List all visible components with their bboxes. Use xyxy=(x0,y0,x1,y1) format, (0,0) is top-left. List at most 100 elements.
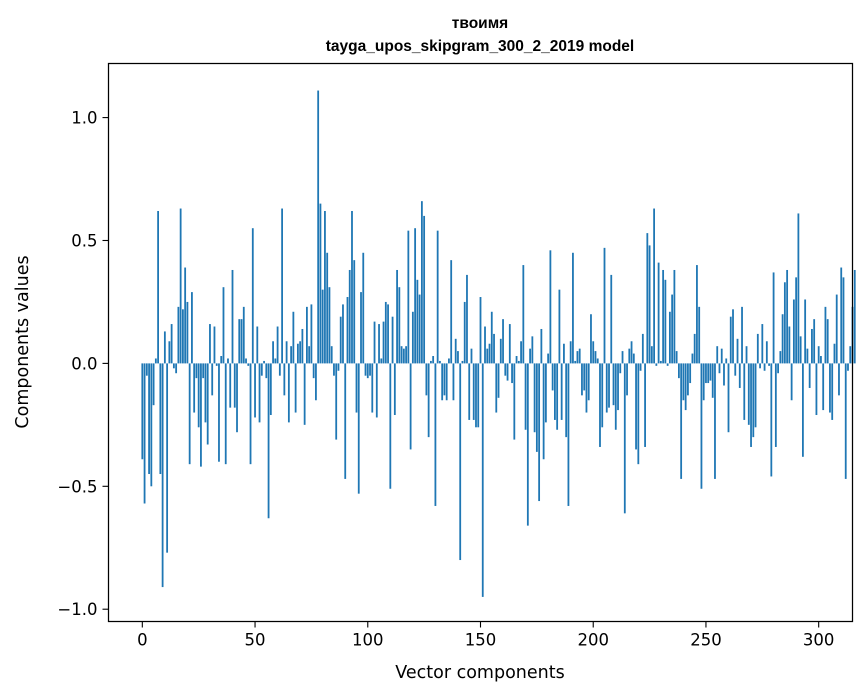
bar xyxy=(195,363,198,379)
bar xyxy=(493,333,495,364)
bar xyxy=(168,341,171,364)
bar xyxy=(227,358,229,364)
bar xyxy=(170,324,173,364)
bar xyxy=(813,319,816,364)
bar xyxy=(759,363,761,369)
bar xyxy=(326,252,329,364)
bar xyxy=(497,363,500,398)
bar xyxy=(484,326,486,364)
bar xyxy=(240,319,243,364)
bar xyxy=(430,360,432,364)
bar xyxy=(727,363,730,433)
bar xyxy=(416,279,419,364)
bar xyxy=(723,363,725,386)
bar xyxy=(838,363,840,396)
bar xyxy=(637,363,640,465)
bar xyxy=(335,363,338,440)
bar xyxy=(402,348,405,364)
bar xyxy=(486,348,489,364)
y-tick-label: 0.5 xyxy=(71,231,97,250)
bar xyxy=(450,260,453,364)
bar xyxy=(337,363,340,371)
bar xyxy=(533,363,536,433)
bar xyxy=(184,267,187,364)
bar xyxy=(603,247,606,364)
bar xyxy=(506,363,509,381)
bar xyxy=(632,353,635,364)
bar xyxy=(844,363,847,479)
bar xyxy=(833,343,836,364)
bar xyxy=(619,363,622,374)
x-tick-label: 0 xyxy=(137,631,148,650)
bar xyxy=(380,358,383,364)
bar xyxy=(556,363,559,430)
x-tick-label: 200 xyxy=(577,631,609,650)
x-tick-label: 250 xyxy=(690,631,722,650)
bar xyxy=(143,363,146,504)
bar xyxy=(820,356,822,364)
bar xyxy=(754,363,757,428)
bar xyxy=(826,319,829,364)
bar xyxy=(312,363,315,379)
bar xyxy=(459,363,462,561)
bar xyxy=(290,346,293,364)
bar xyxy=(529,348,531,364)
bar xyxy=(666,363,669,366)
bar xyxy=(678,363,680,379)
bar xyxy=(382,321,385,364)
bar xyxy=(211,363,214,396)
bar xyxy=(786,269,789,364)
bar xyxy=(734,363,737,376)
bar xyxy=(499,338,502,364)
bar xyxy=(840,267,843,364)
bar xyxy=(646,233,649,364)
bar xyxy=(423,215,426,364)
bar xyxy=(732,309,734,364)
bar xyxy=(779,351,782,364)
bar xyxy=(193,363,196,413)
bar xyxy=(720,348,723,364)
bar xyxy=(301,328,304,364)
bar xyxy=(344,363,347,479)
bar xyxy=(596,358,599,364)
y-tick-label: −1.0 xyxy=(57,600,97,619)
bar xyxy=(299,341,302,364)
bar xyxy=(535,363,538,452)
bar xyxy=(765,341,768,364)
bar xyxy=(294,363,297,413)
bar xyxy=(177,306,180,364)
bar xyxy=(461,360,464,364)
bar xyxy=(310,304,313,364)
bar xyxy=(378,324,380,364)
bar xyxy=(513,363,516,440)
bar xyxy=(790,363,793,401)
bar xyxy=(204,363,207,423)
bar xyxy=(371,363,374,413)
bar xyxy=(457,351,459,364)
bar xyxy=(315,363,317,401)
bar xyxy=(191,292,193,364)
bar xyxy=(175,363,178,374)
bar xyxy=(621,351,624,364)
bar xyxy=(644,363,646,447)
bar xyxy=(565,363,568,438)
bar xyxy=(391,316,394,364)
bar xyxy=(400,346,403,364)
bar xyxy=(263,360,265,364)
bar xyxy=(761,324,764,364)
bar xyxy=(601,363,604,428)
bar xyxy=(648,245,651,364)
bar xyxy=(330,346,333,364)
bar xyxy=(346,297,349,364)
bar xyxy=(163,331,166,364)
bar xyxy=(148,363,150,475)
bar xyxy=(659,360,662,364)
bar xyxy=(815,363,818,416)
bar xyxy=(725,358,728,364)
bar xyxy=(736,338,739,364)
bar xyxy=(558,289,561,364)
bar xyxy=(245,358,247,364)
bar xyxy=(405,346,407,364)
bar xyxy=(772,272,775,364)
x-tick-label: 300 xyxy=(803,631,835,650)
